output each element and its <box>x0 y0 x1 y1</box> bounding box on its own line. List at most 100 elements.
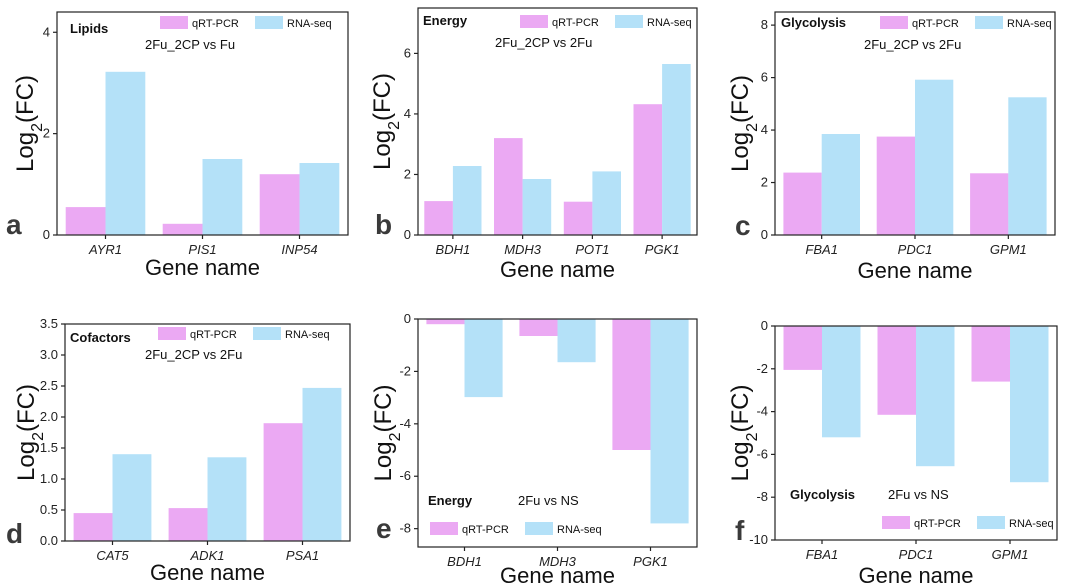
legend-label-qrt-pcr: qRT-PCR <box>914 518 961 530</box>
y-tick-label: -2 <box>756 361 768 376</box>
bar-pdc1-rna-seq <box>915 79 954 235</box>
legend-swatch-qrt-pcr <box>160 16 188 29</box>
y-tick-label: 0 <box>404 227 411 242</box>
y-tick-label: -6 <box>399 468 411 483</box>
panel-subtitle: 2Fu vs NS <box>888 487 949 502</box>
y-tick-label: 0 <box>761 318 768 333</box>
panel-letter: d <box>6 518 23 549</box>
bar-pgk1-qrt-pcr <box>612 319 651 450</box>
y-tick-label: -10 <box>749 532 768 547</box>
bar-adk1-qrt-pcr <box>168 508 208 541</box>
y-tick-label: -8 <box>399 521 411 536</box>
x-tick-label-bdh1: BDH1 <box>436 242 471 257</box>
bar-fba1-rna-seq <box>821 134 860 235</box>
bar-mdh3-rna-seq <box>557 319 596 363</box>
x-tick-label-fba1: FBA1 <box>805 242 838 257</box>
x-tick-label-pgk1: PGK1 <box>633 554 668 569</box>
legend-label-rna-seq: RNA-seq <box>647 17 692 29</box>
x-tick-label-pot1: POT1 <box>575 242 609 257</box>
y-tick-label: -2 <box>399 363 411 378</box>
bar-psa1-rna-seq <box>302 387 342 541</box>
panel-title: Lipids <box>70 21 108 36</box>
bar-bdh1-qrt-pcr <box>424 201 453 235</box>
bar-mdh3-qrt-pcr <box>519 319 558 336</box>
y-axis-title: Log2(FC) <box>370 385 404 482</box>
bar-inp54-qrt-pcr <box>259 174 300 235</box>
legend-swatch-rna-seq <box>977 516 1005 529</box>
y-tick-label: -6 <box>756 446 768 461</box>
x-axis-title: Gene name <box>150 560 265 585</box>
legend-label-rna-seq: RNA-seq <box>1007 18 1052 30</box>
bar-gpm1-rna-seq <box>1008 97 1047 235</box>
bar-gpm1-qrt-pcr <box>970 173 1009 235</box>
bar-ayr1-rna-seq <box>105 71 146 235</box>
panel-title: Energy <box>428 493 473 508</box>
y-tick-label: 0 <box>43 227 50 242</box>
legend-label-qrt-pcr: qRT-PCR <box>912 18 959 30</box>
y-tick-label: 1.5 <box>40 440 58 455</box>
bar-mdh3-rna-seq <box>522 179 552 235</box>
x-tick-label-pis1: PIS1 <box>188 242 216 257</box>
panel-subtitle: 2Fu vs NS <box>518 493 579 508</box>
y-axis-title: Log2(FC) <box>727 385 761 482</box>
y-tick-label: 0 <box>761 227 768 242</box>
bar-pgk1-rna-seq <box>650 319 689 524</box>
legend-swatch-qrt-pcr <box>882 516 910 529</box>
bar-pgk1-qrt-pcr <box>633 104 663 235</box>
y-tick-label: 2 <box>43 126 50 141</box>
y-tick-label: 4 <box>404 106 411 121</box>
panel-title: Cofactors <box>70 330 131 345</box>
x-tick-label-pdc1: PDC1 <box>898 242 933 257</box>
panel-d: 0.0 0.5 1.0 1.5 2.0 2.5 3.0 3.5 CAT5 ADK1 PSA1 Gene… <box>6 316 351 585</box>
x-tick-label-pgk1: PGK1 <box>645 242 680 257</box>
y-axis-title: Log2(FC) <box>13 384 47 481</box>
panel-title: Energy <box>423 13 468 28</box>
bar-pis1-qrt-pcr <box>162 223 203 235</box>
y-tick-label: 4 <box>761 122 768 137</box>
x-tick-label-gpm1: GPM1 <box>992 547 1029 562</box>
bar-pis1-rna-seq <box>202 159 243 235</box>
legend-swatch-rna-seq <box>975 16 1003 29</box>
legend-label-qrt-pcr: qRT-PCR <box>192 18 239 30</box>
x-axis-title: Gene name <box>500 563 615 588</box>
bar-cat5-qrt-pcr <box>73 513 113 541</box>
panel-c: 0 2 4 6 8 FBA1 PDC1 GPM1 Gene name Log2(FC) Glycol… <box>727 11 1056 283</box>
panel-e: 0 -2 -4 -6 -8 BDH1 MDH3 PGK1 Gene name Log2(FC) En… <box>370 311 698 588</box>
bar-bdh1-rna-seq <box>464 319 503 398</box>
y-tick-label: 2.5 <box>40 378 58 393</box>
legend-label-qrt-pcr: qRT-PCR <box>462 524 509 536</box>
panel-title: Glycolysis <box>781 15 846 30</box>
y-tick-label: 0.0 <box>40 533 58 548</box>
legend-label-rna-seq: RNA-seq <box>557 524 602 536</box>
x-axis-title: Gene name <box>500 257 615 282</box>
bar-pdc1-qrt-pcr <box>877 326 916 415</box>
y-tick-label: 6 <box>404 45 411 60</box>
y-tick-label: 6 <box>761 70 768 85</box>
legend-label-qrt-pcr: qRT-PCR <box>190 329 237 341</box>
legend-swatch-rna-seq <box>615 15 643 28</box>
panel-letter: c <box>735 210 751 241</box>
legend-label-rna-seq: RNA-seq <box>287 18 332 30</box>
y-axis-title: Log2(FC) <box>727 75 761 172</box>
legend-swatch-rna-seq <box>253 327 281 340</box>
y-tick-label: -4 <box>756 404 768 419</box>
bar-gpm1-rna-seq <box>1010 326 1049 483</box>
bar-bdh1-qrt-pcr <box>426 319 465 325</box>
bar-gpm1-qrt-pcr <box>971 326 1010 382</box>
y-tick-label: 2 <box>761 175 768 190</box>
x-tick-label-pdc1: PDC1 <box>899 547 934 562</box>
y-axis-title: Log2(FC) <box>369 73 403 170</box>
legend-swatch-qrt-pcr <box>430 522 458 535</box>
bar-ayr1-qrt-pcr <box>65 207 106 235</box>
bar-inp54-rna-seq <box>299 163 340 235</box>
y-tick-label: 3.0 <box>40 347 58 362</box>
y-tick-label: 0 <box>404 311 411 326</box>
x-tick-label-fba1: FBA1 <box>806 547 839 562</box>
panel-letter: b <box>375 209 392 240</box>
bar-cat5-rna-seq <box>112 454 152 541</box>
y-tick-label: 3.5 <box>40 316 58 331</box>
bar-psa1-qrt-pcr <box>263 423 303 541</box>
y-tick-label: -4 <box>399 416 411 431</box>
bar-fba1-qrt-pcr <box>783 326 822 370</box>
